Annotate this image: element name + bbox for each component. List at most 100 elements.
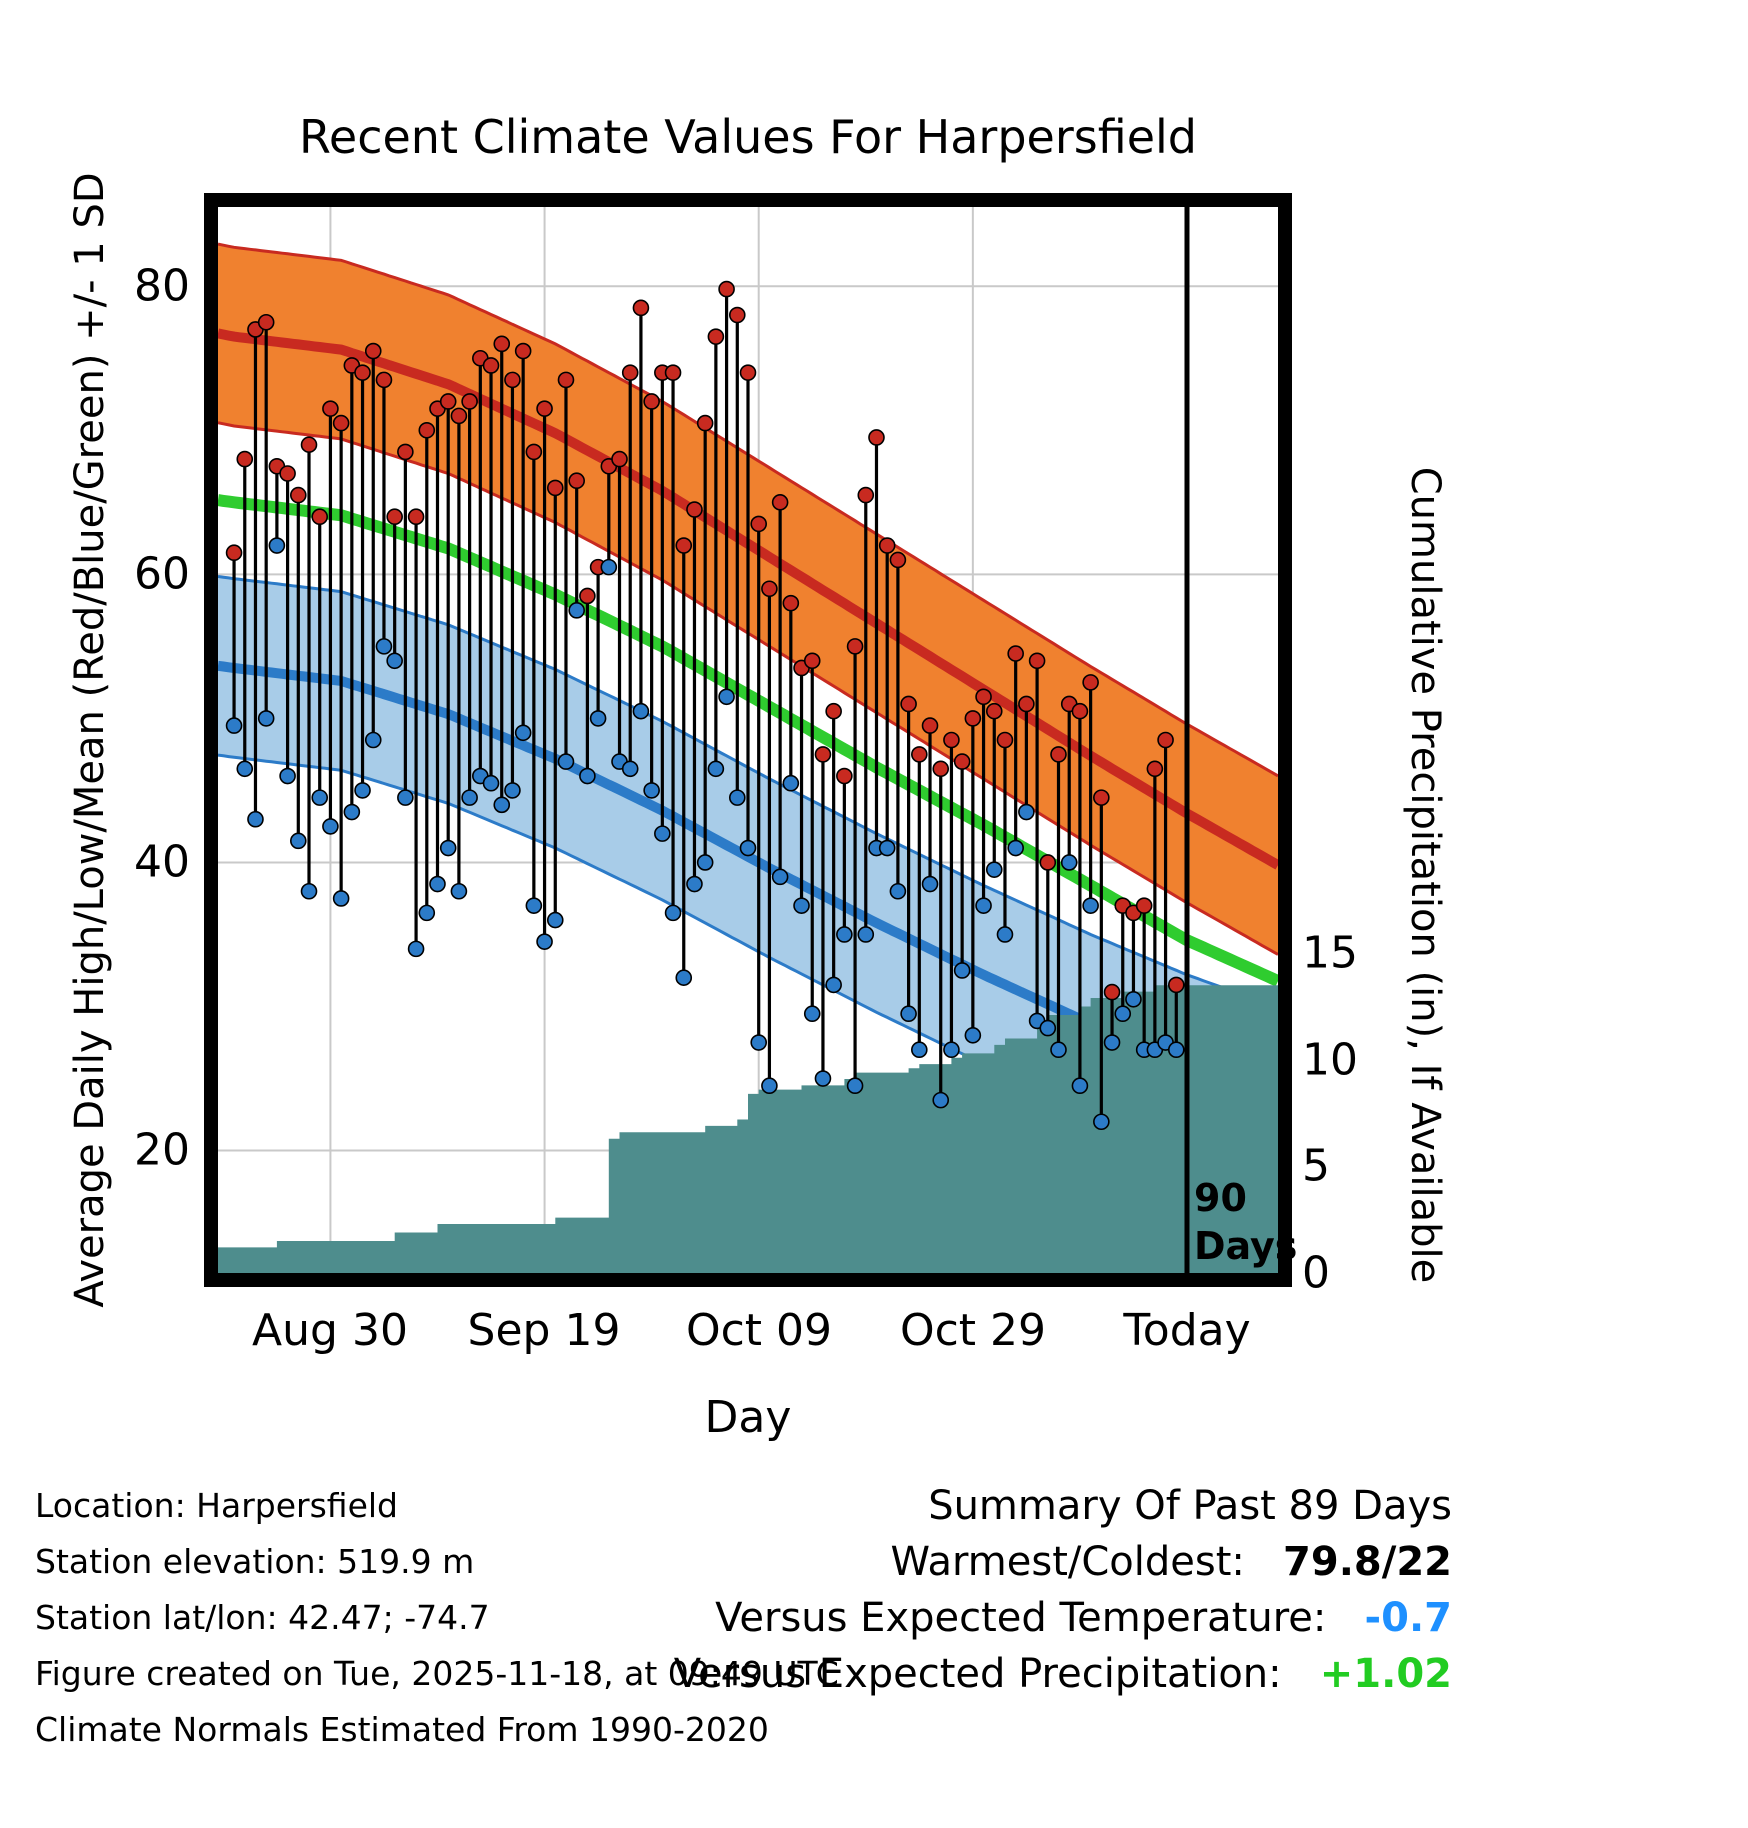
daily-low-dot	[686, 875, 703, 893]
daily-high-dot	[761, 580, 778, 598]
daily-high-dot	[1093, 789, 1110, 806]
ninety-days-marker-line2: Days	[1194, 1224, 1298, 1268]
station-latlon: Station lat/lon: 42.47; -74.7	[35, 1598, 490, 1637]
x-axis-label: Day	[704, 1392, 792, 1443]
summary-block: Summary Of Past 89 Days Warmest/Coldest:…	[674, 1478, 1452, 1702]
daily-low-dot	[257, 710, 275, 727]
y-right-tick-10: 10	[1302, 1034, 1358, 1086]
daily-low-dot	[964, 1027, 982, 1044]
daily-low-dot	[718, 688, 735, 706]
daily-low-dot	[921, 875, 939, 893]
daily-low-dot	[728, 789, 746, 806]
daily-low-dot	[750, 1034, 768, 1051]
x-tick-oct29: Oct 29	[899, 1305, 1047, 1356]
x-tick-today: Today	[1123, 1305, 1251, 1356]
daily-high-dot	[846, 638, 864, 655]
daily-low-dot	[803, 1005, 821, 1023]
climate-plot	[218, 207, 1278, 1273]
daily-high-dot	[643, 393, 660, 410]
daily-high-dot	[450, 407, 468, 425]
daily-high-dot	[857, 486, 875, 504]
daily-low-dot	[696, 854, 714, 871]
daily-high-dot	[461, 393, 478, 410]
daily-low-dot	[300, 882, 318, 900]
daily-low-dot	[814, 1070, 832, 1087]
chart-title: Recent Climate Values For Harpersfield	[299, 110, 1197, 164]
daily-low-dot	[322, 818, 339, 835]
daily-high-dot	[257, 313, 275, 331]
daily-high-dot	[707, 328, 725, 345]
daily-high-dot	[514, 342, 532, 360]
daily-low-dot	[354, 782, 371, 799]
daily-low-dot	[493, 796, 511, 814]
daily-high-dot	[825, 702, 842, 720]
daily-high-dot	[889, 551, 907, 569]
daily-low-dot	[268, 537, 286, 554]
daily-high-dot	[1018, 695, 1035, 713]
daily-high-dot	[911, 746, 928, 763]
daily-low-dot	[546, 911, 564, 929]
daily-low-dot	[943, 1041, 960, 1059]
daily-low-dot	[579, 767, 596, 785]
daily-low-dot	[375, 638, 393, 655]
daily-high-dot	[557, 371, 575, 389]
daily-low-dot	[290, 832, 307, 850]
daily-high-dot	[1071, 702, 1089, 720]
daily-high-dot	[696, 414, 714, 432]
daily-low-dot	[621, 760, 639, 778]
x-tick-sep19: Sep 19	[467, 1305, 621, 1356]
daily-low-dot	[1082, 897, 1099, 914]
daily-high-dot	[921, 717, 939, 734]
daily-high-dot	[386, 508, 403, 526]
daily-high-dot	[900, 695, 917, 713]
daily-low-dot	[279, 767, 296, 785]
daily-low-dot	[461, 789, 478, 806]
daily-low-dot	[450, 882, 468, 900]
daily-high-dot	[525, 443, 543, 461]
daily-high-dot	[943, 731, 960, 749]
daily-low-dot	[889, 882, 907, 900]
daily-high-dot	[579, 587, 596, 605]
daily-high-dot	[311, 508, 329, 526]
daily-high-dot	[996, 731, 1014, 749]
daily-high-dot	[836, 767, 853, 785]
daily-high-dot	[782, 594, 800, 612]
vs-temp-value: -0.7	[1364, 1595, 1452, 1641]
daily-low-dot	[1167, 1041, 1185, 1059]
daily-low-dot	[707, 760, 725, 778]
daily-low-dot	[589, 710, 607, 727]
daily-low-dot	[836, 926, 853, 943]
warmest-coldest-label: Warmest/Coldest:	[890, 1539, 1245, 1585]
daily-low-dot	[900, 1005, 917, 1023]
daily-high-dot	[418, 421, 436, 439]
daily-high-dot	[932, 760, 950, 778]
daily-high-dot	[878, 537, 896, 554]
daily-low-dot	[878, 839, 896, 857]
daily-high-dot	[1050, 746, 1067, 763]
daily-low-dot	[225, 717, 243, 734]
daily-high-dot	[686, 501, 703, 518]
daily-low-dot	[514, 724, 532, 742]
daily-high-dot	[868, 429, 885, 446]
vs-precip-value: +1.02	[1319, 1651, 1452, 1697]
daily-high-dot	[504, 371, 521, 389]
daily-low-dot	[1007, 839, 1024, 857]
daily-high-dot	[375, 371, 393, 389]
station-info-block: Location: Harpersfield Station elevation…	[35, 1478, 839, 1758]
station-location: Location: Harpersfield	[35, 1486, 398, 1525]
daily-high-dot	[985, 702, 1003, 720]
daily-low-dot	[643, 782, 660, 799]
daily-high-low-bars	[225, 280, 1185, 1131]
y-left-tick-20: 20	[134, 1124, 190, 1176]
daily-low-dot	[343, 803, 361, 821]
daily-high-dot	[632, 299, 650, 317]
daily-high-dot	[546, 479, 564, 497]
daily-low-dot	[953, 962, 971, 979]
daily-low-dot	[311, 789, 329, 806]
daily-high-dot	[771, 494, 789, 511]
daily-low-dot	[557, 753, 575, 770]
daily-high-dot	[814, 746, 832, 763]
daily-low-dot	[439, 839, 457, 857]
summary-warmest-coldest: Warmest/Coldest: 79.8/22	[674, 1534, 1452, 1590]
daily-high-dot	[482, 357, 500, 374]
